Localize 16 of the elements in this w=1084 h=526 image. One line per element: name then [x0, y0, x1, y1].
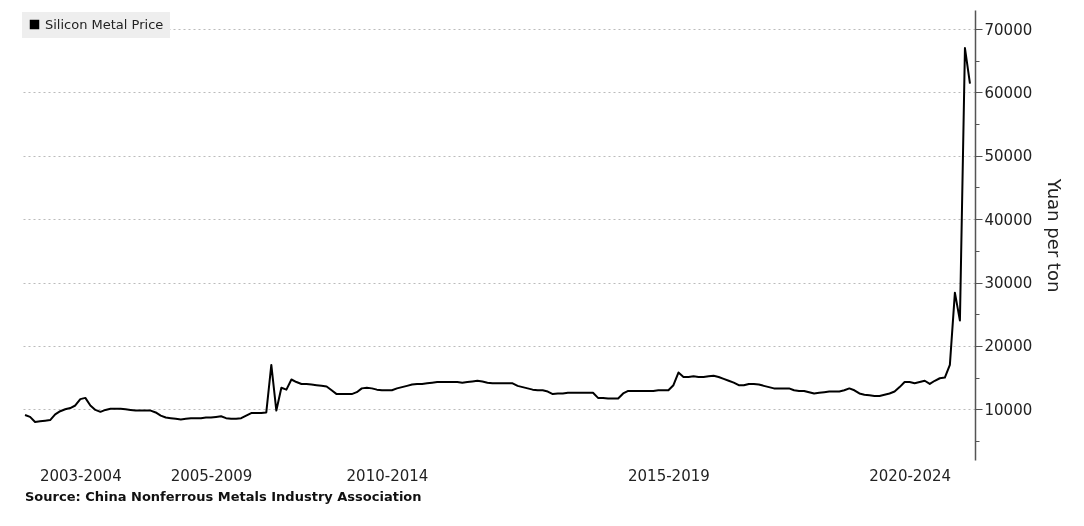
x-tick-label: 2020-2024: [869, 466, 952, 485]
y-tick-label: 20000: [984, 337, 1033, 356]
y-tick-label: 30000: [984, 274, 1033, 293]
y-tick-label: 60000: [984, 83, 1033, 102]
y-tick-label: 70000: [984, 20, 1033, 39]
x-tick-label: 2015-2019: [628, 466, 710, 485]
y-tick-label: 40000: [984, 210, 1033, 229]
source-note: Source: China Nonferrous Metals Industry Association: [25, 489, 422, 504]
legend-label: Silicon Metal Price: [45, 16, 164, 32]
y-tick-label: 10000: [984, 400, 1033, 419]
line-series: [24, 47, 971, 423]
y-axis-title: Yuan per ton: [1044, 177, 1066, 293]
x-tick-label: 2010-2014: [346, 466, 429, 485]
y-tick-label: 50000: [984, 147, 1033, 166]
x-tick-label: 2003-2004: [39, 466, 122, 485]
x-tick-label: 2005-2009: [170, 466, 253, 485]
